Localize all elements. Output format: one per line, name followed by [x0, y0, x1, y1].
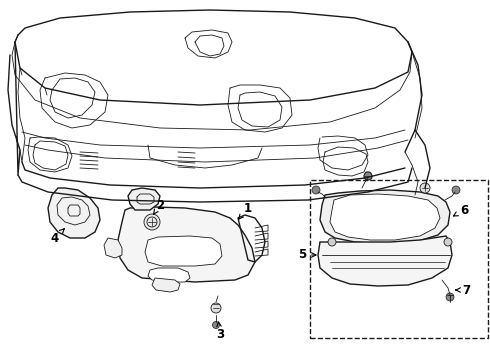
- Polygon shape: [320, 190, 450, 244]
- Text: 7: 7: [456, 284, 470, 297]
- Text: 3: 3: [216, 322, 224, 342]
- Polygon shape: [104, 238, 122, 258]
- Circle shape: [446, 293, 454, 301]
- Circle shape: [452, 186, 460, 194]
- Text: 2: 2: [153, 198, 164, 215]
- Circle shape: [312, 186, 320, 194]
- Text: 4: 4: [51, 229, 64, 244]
- Text: 1: 1: [239, 202, 252, 219]
- Polygon shape: [48, 188, 100, 238]
- Text: 6: 6: [453, 203, 468, 216]
- Circle shape: [420, 183, 430, 193]
- Circle shape: [444, 238, 452, 246]
- Polygon shape: [318, 236, 452, 286]
- Polygon shape: [128, 188, 160, 210]
- Circle shape: [211, 303, 221, 313]
- Circle shape: [364, 172, 372, 180]
- Polygon shape: [148, 268, 190, 282]
- Polygon shape: [330, 194, 440, 240]
- Polygon shape: [118, 207, 255, 282]
- Circle shape: [328, 238, 336, 246]
- Text: 5: 5: [298, 248, 316, 261]
- Bar: [310, 180, 488, 338]
- Circle shape: [144, 214, 160, 230]
- Circle shape: [213, 321, 220, 328]
- Polygon shape: [145, 236, 222, 266]
- Polygon shape: [152, 278, 180, 292]
